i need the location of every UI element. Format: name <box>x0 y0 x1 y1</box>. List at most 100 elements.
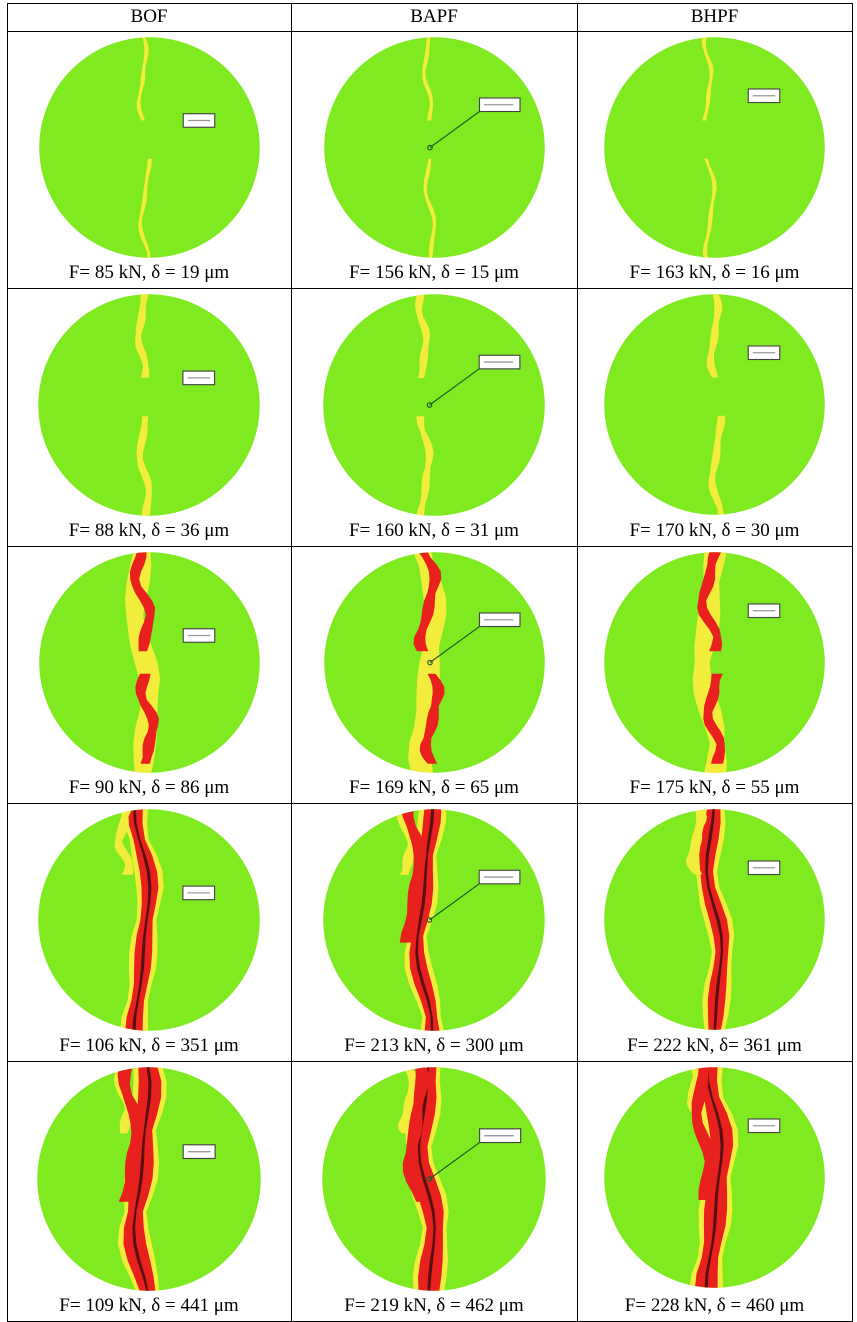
crack-core <box>415 809 435 1031</box>
strain-field-image <box>35 1065 263 1293</box>
crack-group <box>692 552 728 773</box>
specimen-svg <box>604 552 825 773</box>
table-border-vertical <box>7 3 8 1321</box>
figure-table: BOF BAPF BHPF F= 85 kN, δ = 19 μm F= 156 kN,… <box>7 3 853 1322</box>
strain-band <box>422 158 436 258</box>
crack-band <box>419 673 445 764</box>
gauge-leader-line <box>429 626 480 663</box>
crack-band <box>413 552 441 652</box>
strain-field-image <box>37 550 262 775</box>
table-border-vertical <box>852 3 853 1321</box>
strain-field-image <box>37 35 262 260</box>
strain-field-image <box>322 550 547 775</box>
specimen-svg <box>323 809 545 1031</box>
crack-core <box>704 1067 724 1288</box>
strain-band <box>396 809 417 875</box>
strain-band <box>136 37 149 121</box>
crack-band <box>399 809 427 943</box>
gauge-point <box>426 917 433 923</box>
strain-band <box>415 294 431 378</box>
gauge-point <box>426 402 433 408</box>
load-displacement-caption: F= 160 kN, δ = 31 μm <box>349 520 519 541</box>
crack-group <box>134 294 152 516</box>
gauge-point <box>426 1176 433 1182</box>
table-border-horizontal <box>7 546 853 547</box>
crack-group <box>124 552 160 773</box>
crack-band <box>134 673 159 764</box>
crack-band <box>129 552 155 652</box>
crack-group <box>701 37 717 258</box>
load-displacement-caption: F= 170 kN, δ = 30 μm <box>629 520 800 541</box>
strain-band <box>137 158 152 258</box>
gauge-leader-line <box>429 368 480 406</box>
specimen-svg <box>604 37 825 258</box>
strain-field-image <box>322 35 547 260</box>
specimen-svg <box>37 1067 261 1291</box>
column-header: BHPF <box>690 6 739 27</box>
strain-band <box>136 416 152 516</box>
specimen-svg <box>38 809 260 1031</box>
strain-field-image <box>36 807 262 1033</box>
specimen-disk <box>323 809 545 1031</box>
strain-field-image <box>602 35 827 260</box>
load-displacement-caption: F= 88 kN, δ = 36 μm <box>68 520 230 541</box>
crack-band <box>691 1067 715 1200</box>
crack-group <box>396 809 447 1031</box>
load-displacement-caption: F= 228 kN, δ = 460 μm <box>624 1295 805 1316</box>
load-displacement-caption: F= 222 kN, δ= 361 μm <box>627 1035 802 1056</box>
strain-field-image <box>36 292 262 518</box>
crack-group <box>685 809 735 1030</box>
load-displacement-caption: F= 85 kN, δ = 19 μm <box>68 262 230 283</box>
specimen-svg <box>604 294 825 515</box>
specimen-svg <box>323 294 545 516</box>
table-border-horizontal <box>7 288 853 289</box>
strain-field-image <box>602 292 827 517</box>
crack-group <box>686 1067 739 1288</box>
strain-field-image <box>602 550 827 775</box>
crack-group <box>114 809 164 1031</box>
crack-band <box>697 552 723 652</box>
table-border-horizontal <box>7 31 853 32</box>
table-border-vertical <box>577 3 578 1321</box>
gauge-point <box>426 144 433 151</box>
strain-field-image <box>602 807 827 1032</box>
gauge-leader-line <box>429 883 480 921</box>
column-header: BOF <box>130 6 168 27</box>
load-displacement-caption: F= 106 kN, δ = 351 μm <box>59 1035 239 1056</box>
crack-band <box>703 673 726 764</box>
crack-core <box>132 1067 152 1291</box>
gauge-leader-line <box>429 1142 480 1180</box>
crack-band <box>694 1067 734 1288</box>
crack-band <box>409 809 442 1031</box>
specimen-svg <box>322 1067 546 1291</box>
strain-band <box>708 415 726 515</box>
gauge-point <box>426 659 433 666</box>
specimen-svg <box>38 552 260 773</box>
strain-band <box>421 37 433 121</box>
column-header: BAPF <box>410 6 458 27</box>
crack-core <box>132 809 152 1031</box>
strain-field-image <box>320 1065 548 1293</box>
load-displacement-caption: F= 213 kN, δ = 300 μm <box>344 1035 524 1056</box>
specimen-disk <box>38 294 260 516</box>
crack-group <box>136 37 152 258</box>
specimen-svg <box>38 37 260 258</box>
table-border-horizontal <box>7 803 853 804</box>
crack-group <box>421 37 436 258</box>
load-displacement-caption: F= 169 kN, δ = 65 μm <box>349 777 519 798</box>
specimen-svg <box>604 1067 825 1288</box>
crack-group <box>415 294 434 516</box>
crack-group <box>113 1067 167 1291</box>
crack-band <box>402 1067 429 1202</box>
table-border-horizontal <box>7 1061 853 1062</box>
strain-band <box>685 809 708 875</box>
specimen-svg <box>323 552 545 773</box>
load-displacement-caption: F= 163 kN, δ = 16 μm <box>629 262 800 283</box>
table-border-horizontal <box>7 3 853 4</box>
strain-band <box>114 809 134 875</box>
strain-band <box>398 1067 420 1134</box>
strain-band <box>415 416 434 516</box>
gauge-leader-line <box>429 111 480 148</box>
strain-band <box>701 37 714 121</box>
crack-band <box>117 1067 144 1202</box>
